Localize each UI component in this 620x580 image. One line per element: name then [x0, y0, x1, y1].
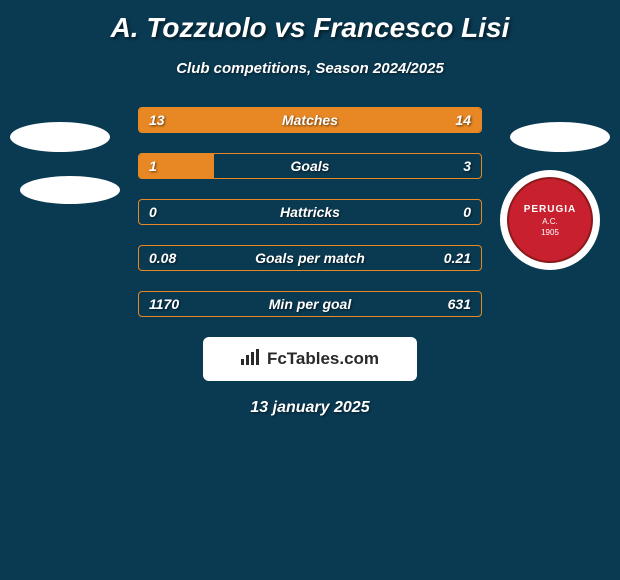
- stat-row: 0.08 Goals per match 0.21: [138, 245, 482, 271]
- club-badge-inner: PERUGIA A.C. 1905: [507, 177, 593, 263]
- chart-icon: [241, 349, 261, 370]
- stat-row: 0 Hattricks 0: [138, 199, 482, 225]
- player-left-avatar-oval-1: [10, 122, 110, 152]
- stat-row: 1 Goals 3: [138, 153, 482, 179]
- player-right-avatar-oval: [510, 122, 610, 152]
- brand-badge[interactable]: FcTables.com: [203, 337, 417, 381]
- stat-value-left: 1: [149, 158, 157, 174]
- brand-badge-text: FcTables.com: [241, 349, 379, 370]
- stat-value-left: 1170: [149, 296, 179, 312]
- club-badge-year: 1905: [541, 228, 559, 237]
- club-badge-circle: PERUGIA A.C. 1905: [500, 170, 600, 270]
- stat-row: 13 Matches 14: [138, 107, 482, 133]
- stat-label: Goals per match: [255, 250, 365, 266]
- stat-value-left: 0: [149, 204, 157, 220]
- stat-value-right: 14: [455, 112, 471, 128]
- stat-label: Min per goal: [269, 296, 351, 312]
- stat-value-right: 0.21: [444, 250, 471, 266]
- club-badge: PERUGIA A.C. 1905: [500, 170, 600, 270]
- brand-label: FcTables.com: [267, 349, 379, 369]
- stat-label: Goals: [291, 158, 330, 174]
- stat-value-left: 0.08: [149, 250, 176, 266]
- stat-label: Matches: [282, 112, 338, 128]
- club-badge-subtext: A.C.: [542, 217, 558, 226]
- stat-label: Hattricks: [280, 204, 340, 220]
- stat-row: 1170 Min per goal 631: [138, 291, 482, 317]
- date-label: 13 january 2025: [0, 399, 620, 417]
- stats-container: 13 Matches 14 1 Goals 3 0 Hattricks 0 0.08 Goals p…: [138, 107, 482, 317]
- stat-value-right: 3: [463, 158, 471, 174]
- club-badge-text: PERUGIA: [524, 204, 577, 215]
- comparison-title: A. Tozzuolo vs Francesco Lisi: [0, 0, 620, 44]
- stat-value-left: 13: [149, 112, 165, 128]
- player-left-avatar-oval-2: [20, 176, 120, 204]
- season-subtitle: Club competitions, Season 2024/2025: [0, 60, 620, 77]
- stat-value-right: 0: [463, 204, 471, 220]
- stat-value-right: 631: [448, 296, 471, 312]
